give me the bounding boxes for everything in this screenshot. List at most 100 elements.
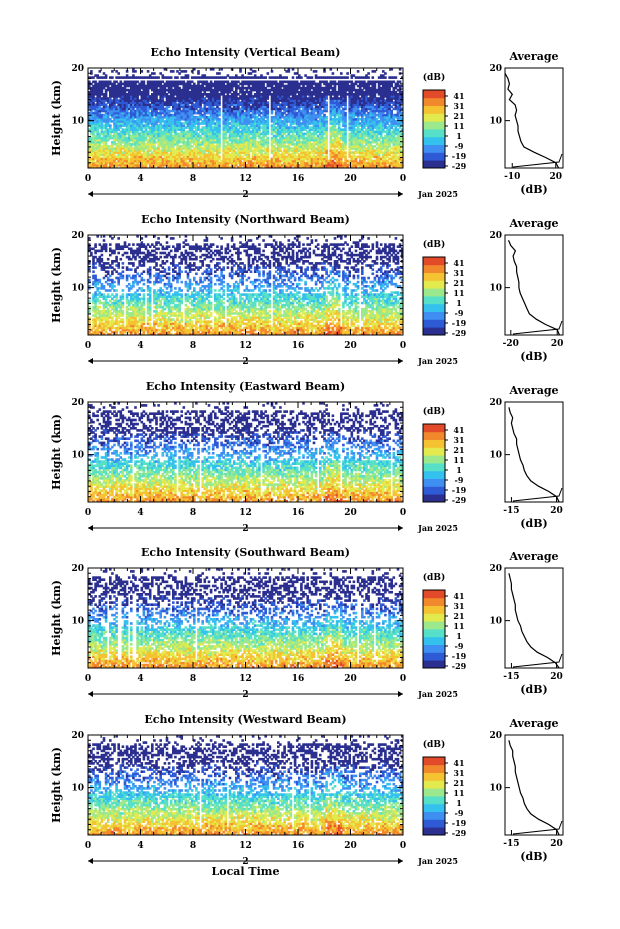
heatmap-cell	[245, 155, 249, 159]
heatmap-cell	[333, 136, 337, 140]
heatmap-cell	[157, 118, 160, 121]
heatmap-cell	[155, 134, 158, 138]
heatmap-cell	[308, 153, 312, 156]
heatmap-cell	[245, 113, 249, 117]
heatmap-cell	[195, 163, 198, 167]
heatmap-cell	[356, 134, 360, 138]
heatmap-cell	[379, 145, 383, 148]
heatmap-cell	[295, 157, 299, 161]
heatmap-cell	[363, 151, 366, 154]
heatmap-cell	[157, 128, 160, 131]
heatmap-cell	[266, 153, 270, 156]
heatmap-cell	[281, 115, 284, 119]
heatmap-cell	[342, 161, 345, 165]
heatmap-cell	[388, 161, 391, 165]
heatmap-cell	[298, 153, 301, 156]
heatmap-cell	[308, 157, 312, 161]
heatmap-cell	[396, 147, 400, 150]
heatmap-cell	[169, 128, 173, 131]
heatmap-cell	[94, 153, 97, 156]
heatmap-cell	[102, 126, 106, 129]
heatmap-cell	[392, 136, 396, 140]
heatmap-cell	[197, 122, 200, 125]
heatmap-cell	[232, 120, 236, 123]
heatmap-cell	[98, 140, 102, 144]
heatmap-cell	[203, 159, 207, 163]
heatmap-cell	[148, 138, 152, 142]
heatmap-cell	[279, 138, 282, 142]
heatmap-cell	[136, 153, 139, 156]
heatmap-cell	[232, 140, 236, 144]
heatmap-cell	[314, 149, 318, 152]
heatmap-cell	[239, 136, 242, 140]
heatmap-cell	[277, 163, 280, 167]
heatmap-cell	[348, 118, 351, 121]
heatmap-cell	[253, 163, 257, 167]
heatmap-cell	[394, 124, 398, 127]
heatmap-cell	[203, 151, 207, 154]
heatmap-cell	[256, 118, 259, 121]
heatmap-cell	[243, 122, 246, 125]
heatmap-cell	[312, 159, 316, 163]
heatmap-cell	[298, 124, 301, 127]
heatmap-cell	[127, 115, 131, 119]
heatmap-cell	[327, 165, 330, 169]
heatmap-cell	[167, 153, 171, 156]
heatmap-cell	[400, 155, 404, 159]
heatmap-cell	[211, 143, 215, 146]
heatmap-cell	[266, 143, 270, 146]
heatmap-cell	[239, 147, 242, 150]
heatmap-cell	[331, 132, 335, 136]
heatmap-cell	[142, 165, 146, 169]
heatmap-cell	[325, 145, 328, 148]
heatmap-cell	[350, 115, 354, 119]
heatmap-cell	[140, 143, 144, 146]
heatmap-cell	[258, 113, 261, 117]
heatmap-cell	[390, 126, 393, 129]
heatmap-cell	[94, 130, 97, 134]
heatmap-cell	[211, 151, 215, 154]
heatmap-cell	[92, 149, 95, 152]
heatmap-cell	[365, 157, 368, 161]
heatmap-cell	[172, 159, 175, 163]
heatmap-cell	[400, 138, 404, 142]
heatmap-cell	[291, 155, 295, 159]
heatmap-cell	[218, 143, 221, 146]
heatmap-cell	[350, 138, 354, 142]
heatmap-cell	[134, 161, 137, 165]
heatmap-cell	[155, 132, 158, 136]
heatmap-cell	[379, 132, 383, 136]
heatmap-cell	[384, 134, 387, 138]
heatmap-cell	[109, 124, 112, 127]
heatmap-cell	[382, 124, 385, 127]
heatmap-cell	[94, 165, 97, 169]
heatmap-cell	[354, 130, 358, 134]
heatmap-cell	[266, 140, 270, 144]
heatmap-cell	[243, 134, 246, 138]
heatmap-cell	[140, 120, 144, 123]
heatmap-cell	[243, 161, 246, 165]
heatmap-cell	[392, 132, 396, 136]
heatmap-cell	[243, 118, 246, 121]
heatmap-cell	[102, 134, 106, 138]
heatmap-cell	[350, 130, 354, 134]
heatmap-cell	[245, 122, 249, 125]
heatmap-cell	[117, 153, 120, 156]
heatmap-cell	[287, 149, 291, 152]
heatmap-cell	[209, 126, 213, 129]
heatmap-cell	[148, 165, 152, 169]
heatmap-cell	[218, 145, 221, 148]
heatmap-cell	[176, 128, 179, 131]
heatmap-cell	[146, 138, 150, 142]
heatmap-cell	[365, 140, 368, 144]
heatmap-cell	[371, 138, 375, 142]
heatmap-cell	[316, 138, 320, 142]
heatmap-cell	[262, 113, 265, 117]
heatmap-cell	[253, 132, 257, 136]
heatmap-cell	[100, 122, 104, 125]
heatmap-cell	[140, 155, 144, 159]
heatmap-cell	[384, 126, 387, 129]
heatmap-cell	[367, 118, 370, 121]
heatmap-cell	[190, 165, 194, 169]
heatmap-cell	[243, 115, 246, 119]
